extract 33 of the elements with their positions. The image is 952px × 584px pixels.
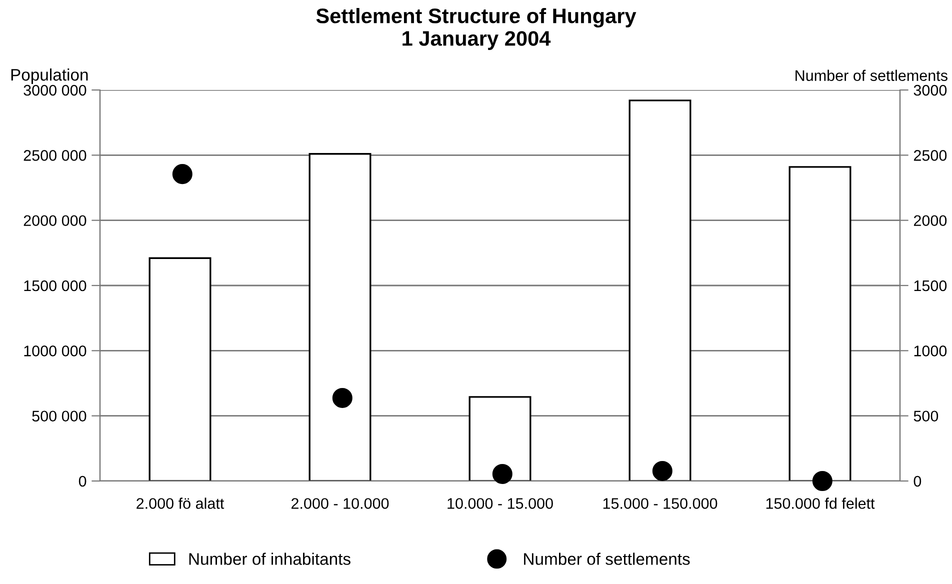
y-tick-label: 3000 000 — [24, 84, 86, 96]
x-tick-label: 2.000 fö alatt — [136, 498, 224, 509]
y2-axis-title: Number of settlements — [796, 70, 948, 81]
y-tick-label: 2000 000 — [24, 215, 86, 226]
y-tick-label: 2500 000 — [24, 150, 86, 161]
bar — [308, 153, 372, 481]
point — [172, 164, 192, 184]
point — [652, 460, 672, 481]
chart-title: Settlement Structure of Hungary 1 January 2004 — [316, 8, 636, 50]
y-tick-label: 500 000 — [32, 410, 86, 422]
point — [332, 388, 352, 408]
x-tick-label: 10.000 - 15.000 — [448, 498, 553, 509]
y-tick-label: 0 — [78, 476, 86, 487]
y-tick-label: 1500 000 — [24, 280, 86, 292]
bar — [468, 396, 532, 481]
y-tick-label: 1000 000 — [24, 346, 86, 356]
y2-tick-label: 2000 — [914, 215, 947, 226]
x-tick-label: 150.000 fd felett — [766, 498, 875, 509]
y2-tick-label: 500 — [914, 410, 938, 422]
y-axis-title: Population — [11, 68, 88, 84]
legend-label: Number of inhabitants — [189, 552, 350, 565]
y2-tick-label: 1000 — [914, 346, 947, 356]
y2-tick-label: 0 — [914, 476, 922, 487]
legend-label: Number of settlements — [524, 552, 690, 565]
point — [492, 464, 512, 484]
y2-tick-label: 1500 — [914, 280, 947, 292]
point — [812, 470, 832, 492]
x-tick-label: 2.000 - 10.000 — [292, 498, 389, 509]
bar — [628, 100, 692, 481]
y2-tick-label: 2500 — [914, 150, 947, 161]
y2-tick-label: 3000 — [914, 84, 947, 96]
x-tick-label: 15.000 - 150.000 — [603, 498, 718, 509]
bar — [148, 257, 212, 481]
